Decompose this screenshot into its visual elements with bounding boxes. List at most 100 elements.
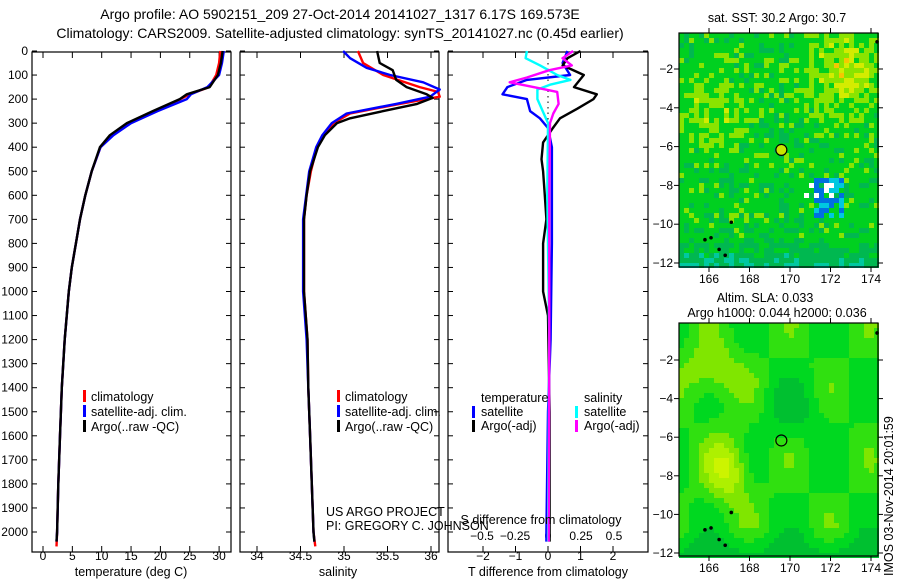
map-cell [844, 128, 849, 133]
map-cell [869, 368, 874, 373]
map-cell [694, 323, 699, 328]
map-cell [714, 533, 719, 538]
map-cell [719, 443, 724, 448]
map-cell [734, 523, 739, 528]
map-cell [679, 438, 684, 443]
map-cell [714, 108, 719, 113]
map-cell [709, 353, 714, 358]
map-cell [824, 263, 829, 268]
map-cell [784, 458, 789, 463]
map-cell [704, 508, 709, 513]
map-cell [689, 403, 694, 408]
map-cell [754, 83, 759, 88]
map-cell [804, 453, 809, 458]
map-cell [794, 113, 799, 118]
map-cell [729, 38, 734, 43]
map-cell [844, 263, 849, 268]
map-cell [719, 158, 724, 163]
map-cell [689, 138, 694, 143]
map-cell [749, 388, 754, 393]
map-cell [704, 253, 709, 258]
map-cell [699, 73, 704, 78]
map-cell [799, 148, 804, 153]
map-cell [694, 233, 699, 238]
map-cell [804, 198, 809, 203]
map-cell [709, 338, 714, 343]
map-cell [854, 368, 859, 373]
map-cell [679, 153, 684, 158]
map-cell [774, 233, 779, 238]
map-cell [694, 153, 699, 158]
map-cell [694, 173, 699, 178]
map-cell [804, 538, 809, 543]
map-cell [769, 428, 774, 433]
map-cell [844, 123, 849, 128]
map-cell [794, 128, 799, 133]
map-cell [874, 488, 879, 493]
map-cell [759, 258, 764, 263]
map-cell [689, 203, 694, 208]
map-cell [859, 153, 864, 158]
map-cell [839, 443, 844, 448]
map-cell [714, 173, 719, 178]
map-cell [809, 523, 814, 528]
map-cell [744, 68, 749, 73]
map-cell [854, 253, 859, 258]
map-cell [849, 343, 854, 348]
map-cell [794, 493, 799, 498]
map-cell [769, 208, 774, 213]
map-cell [739, 88, 744, 93]
map-cell [774, 248, 779, 253]
map-cell [849, 388, 854, 393]
map-cell [709, 148, 714, 153]
map-cell [814, 213, 819, 218]
map-cell [774, 353, 779, 358]
map-cell [859, 38, 864, 43]
map-cell [784, 368, 789, 373]
map-cell [774, 213, 779, 218]
map-cell [864, 203, 869, 208]
map-cell [739, 463, 744, 468]
map-cell [854, 113, 859, 118]
map-cell [849, 208, 854, 213]
map-cell [859, 108, 864, 113]
map-cell [759, 168, 764, 173]
sst-map-title: sat. SST: 30.2 Argo: 30.7 [708, 11, 846, 25]
map-cell [714, 203, 719, 208]
map-cell [759, 343, 764, 348]
map-cell [839, 338, 844, 343]
map-cell [759, 213, 764, 218]
map-cell [794, 523, 799, 528]
map-cell [769, 103, 774, 108]
map-cell [844, 253, 849, 258]
map-cell [784, 388, 789, 393]
map-cell [789, 543, 794, 548]
map-cell [689, 148, 694, 153]
map-cell [804, 73, 809, 78]
map-cell [744, 93, 749, 98]
map-cell [859, 473, 864, 478]
map-cell [819, 493, 824, 498]
map-cell [819, 373, 824, 378]
map-cell [729, 368, 734, 373]
map-cell [824, 428, 829, 433]
map-cell [799, 413, 804, 418]
map-cell [794, 388, 799, 393]
map-cell [809, 493, 814, 498]
map-cell [874, 523, 879, 528]
map-cell [694, 98, 699, 103]
map-cell [864, 473, 869, 478]
map-cell [739, 368, 744, 373]
map-cell [854, 83, 859, 88]
map-cell [814, 68, 819, 73]
map-cell [699, 183, 704, 188]
map-cell [764, 538, 769, 543]
map-cell [709, 163, 714, 168]
map-cell [734, 468, 739, 473]
map-cell [869, 253, 874, 258]
map-cell [849, 113, 854, 118]
map-cell [809, 153, 814, 158]
map-cell [729, 48, 734, 53]
map-cell [799, 513, 804, 518]
map-cell [814, 98, 819, 103]
